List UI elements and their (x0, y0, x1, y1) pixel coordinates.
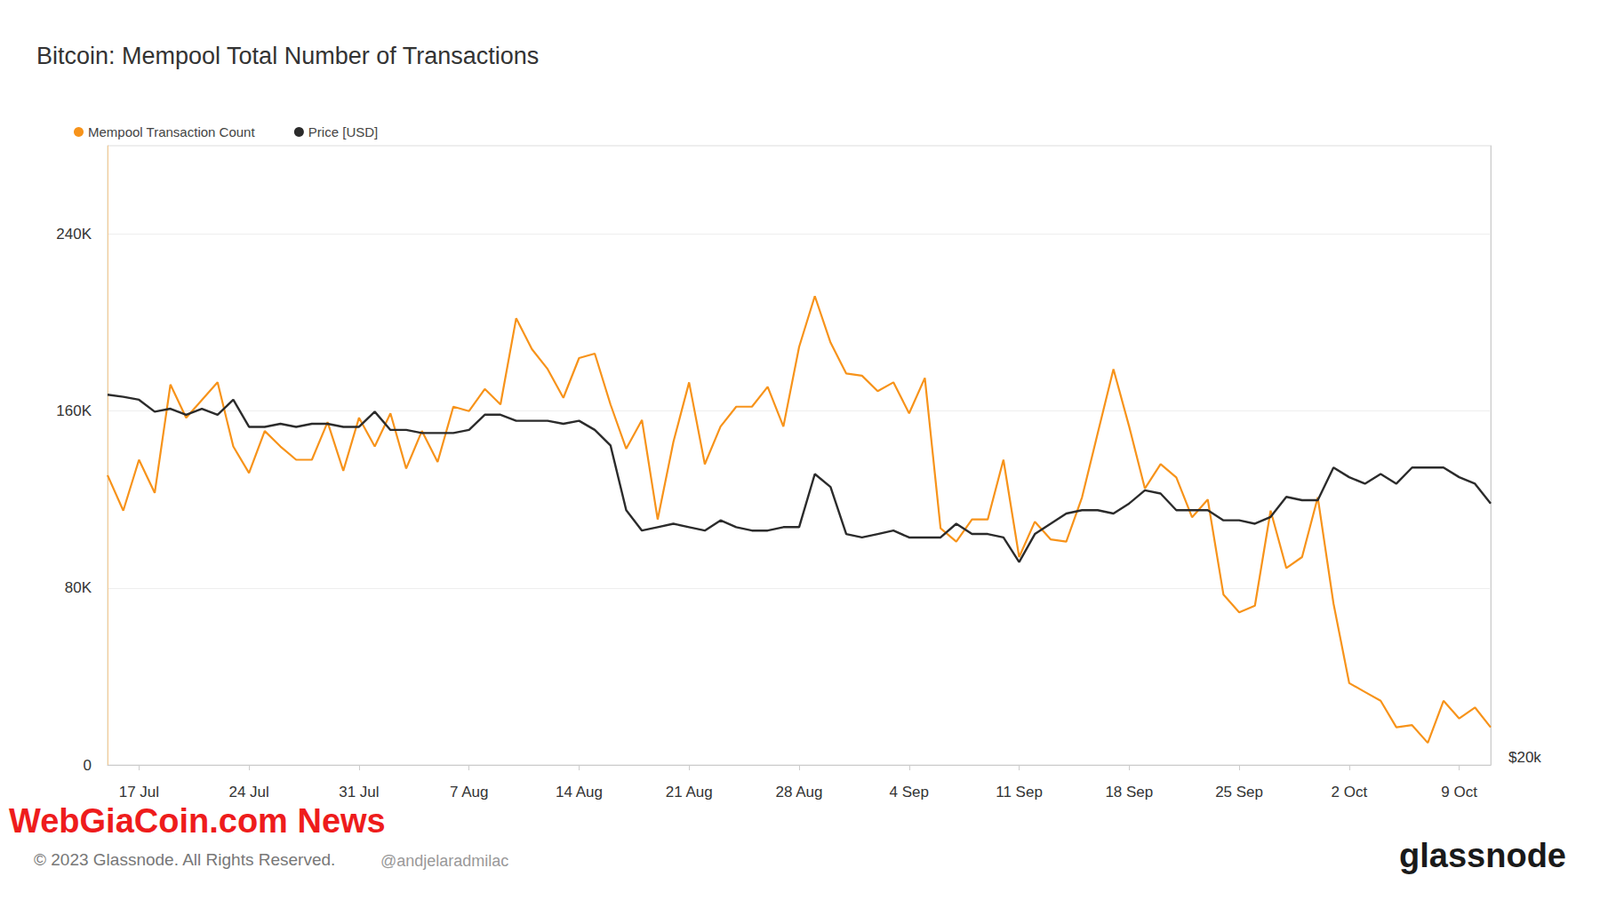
svg-text:© 2023 Glassnode. All Rights R: © 2023 Glassnode. All Rights Reserved. (33, 850, 336, 870)
svg-text:WebGiaCoin.com News: WebGiaCoin.com News (8, 802, 386, 840)
svg-text:25 Sep: 25 Sep (1215, 784, 1264, 801)
svg-text:@andjelaradmilac: @andjelaradmilac (380, 852, 509, 871)
svg-text:2 Oct: 2 Oct (1331, 784, 1368, 801)
svg-text:0: 0 (83, 757, 92, 775)
svg-text:18 Sep: 18 Sep (1104, 784, 1153, 801)
svg-text:4 Sep: 4 Sep (889, 784, 929, 801)
svg-text:Price [USD]: Price [USD] (308, 124, 378, 140)
svg-text:31 Jul: 31 Jul (338, 784, 379, 801)
svg-text:Mempool Transaction Count: Mempool Transaction Count (88, 124, 256, 140)
svg-text:160K: 160K (56, 402, 92, 420)
svg-text:240K: 240K (56, 225, 92, 243)
svg-text:9 Oct: 9 Oct (1440, 784, 1478, 801)
svg-text:80K: 80K (64, 579, 93, 597)
svg-text:21 Aug: 21 Aug (665, 784, 713, 801)
svg-text:Bitcoin: Mempool Total Number: Bitcoin: Mempool Total Number of Transac… (36, 42, 539, 70)
svg-text:28 Aug: 28 Aug (776, 784, 824, 801)
svg-text:7 Aug: 7 Aug (449, 784, 489, 801)
svg-text:11 Sep: 11 Sep (995, 784, 1043, 801)
svg-text:14 Aug: 14 Aug (555, 784, 603, 801)
svg-text:glassnode: glassnode (1399, 837, 1567, 875)
svg-text:24 Jul: 24 Jul (228, 784, 269, 801)
svg-text:17 Jul: 17 Jul (119, 784, 160, 801)
svg-text:$20k: $20k (1508, 749, 1542, 767)
